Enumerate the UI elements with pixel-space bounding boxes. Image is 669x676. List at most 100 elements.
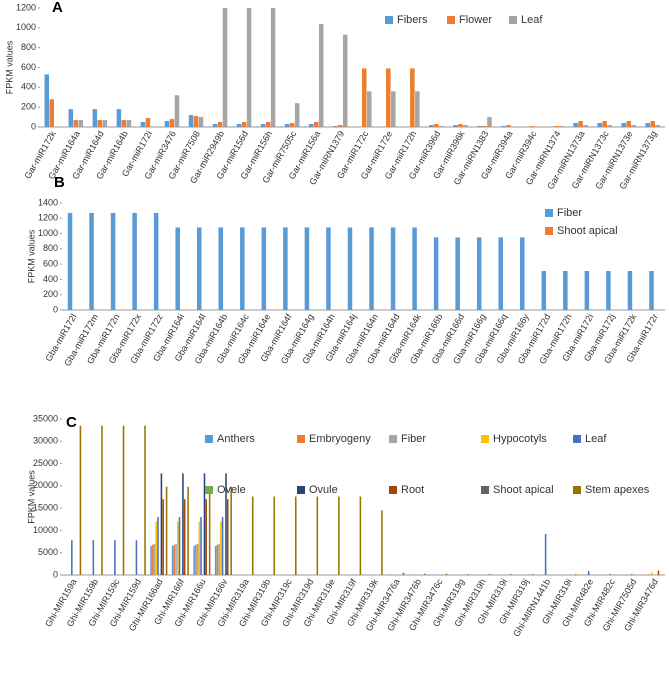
bar: [152, 545, 154, 575]
bar: [621, 123, 626, 127]
bar: [606, 271, 611, 310]
y-tick-label: 25000: [33, 458, 58, 468]
bar: [545, 534, 547, 575]
bar: [141, 122, 146, 127]
bar: [93, 540, 95, 575]
bar: [218, 122, 223, 127]
bar: [261, 124, 266, 127]
legend-label: Anthers: [217, 433, 255, 445]
bar: [157, 517, 159, 575]
bar: [434, 574, 436, 575]
y-tick-label: 1000: [38, 228, 58, 238]
bar: [403, 573, 405, 575]
legend-label: Fiber: [557, 207, 582, 219]
bar: [285, 124, 290, 127]
bar: [74, 120, 79, 127]
bars: [71, 426, 659, 575]
bar: [305, 227, 310, 310]
bar: [199, 522, 201, 575]
bar: [597, 123, 602, 127]
bar: [197, 227, 202, 310]
bar: [348, 227, 353, 310]
y-axis-label: FPKM values: [26, 229, 36, 283]
legend-label: Flower: [459, 14, 492, 26]
y-tick-label: 35000: [33, 413, 58, 423]
bar: [412, 574, 414, 575]
bar: [197, 544, 199, 575]
bar: [424, 574, 426, 575]
bar: [439, 126, 444, 127]
bar: [174, 545, 176, 575]
bar: [162, 499, 164, 575]
bar: [237, 124, 242, 127]
legend-swatch: [389, 435, 397, 443]
bar: [117, 109, 122, 127]
legend-swatch: [297, 486, 305, 494]
y-tick-label: 1200: [16, 2, 36, 12]
bar: [200, 517, 202, 575]
bar: [144, 426, 146, 575]
bar: [79, 120, 84, 127]
legend-swatch: [447, 16, 455, 24]
bar: [559, 126, 564, 127]
bar: [498, 237, 503, 310]
legend-label: Fiber: [401, 433, 426, 445]
legend-swatch: [297, 435, 305, 443]
bar: [645, 123, 650, 127]
bar: [93, 109, 98, 127]
legend-swatch: [545, 227, 553, 235]
y-tick-label: 0: [31, 121, 36, 131]
bar: [50, 99, 55, 127]
bar: [155, 522, 157, 575]
bar: [80, 426, 82, 575]
bar: [391, 227, 396, 310]
y-tick-label: 15000: [33, 503, 58, 513]
legend-label: Ovele: [217, 484, 246, 496]
legend-swatch: [573, 486, 581, 494]
bar: [626, 121, 631, 127]
y-tick-label: 400: [21, 82, 36, 92]
bar: [482, 126, 487, 127]
legend-swatch: [573, 435, 581, 443]
bar: [415, 91, 420, 127]
bar: [266, 122, 271, 127]
legend-label: Shoot apical: [557, 225, 618, 237]
bar: [391, 91, 396, 127]
bar: [283, 227, 288, 310]
bar: [45, 74, 50, 127]
bar: [217, 545, 219, 575]
bar: [219, 227, 224, 310]
bar: [309, 124, 314, 127]
bar: [532, 574, 534, 575]
bar: [150, 546, 152, 575]
bar: [218, 544, 220, 575]
bar: [391, 574, 393, 575]
y-tick-label: 800: [21, 42, 36, 52]
legend-swatch: [509, 16, 517, 24]
bar: [193, 546, 195, 575]
bar: [434, 237, 439, 310]
bar: [386, 68, 391, 127]
bar: [136, 540, 138, 575]
bar: [240, 227, 245, 310]
bar: [271, 0, 276, 127]
bar: [127, 120, 132, 127]
y-tick-label: 200: [43, 289, 58, 299]
bar: [111, 213, 116, 310]
bar: [487, 117, 492, 127]
legend-swatch: [385, 16, 393, 24]
bar: [195, 545, 197, 575]
legend-label: Embryogeny: [309, 433, 371, 445]
bar: [501, 126, 506, 127]
bar: [467, 574, 469, 575]
bar: [187, 487, 189, 575]
bar: [583, 125, 588, 127]
bar: [369, 227, 374, 310]
bar: [175, 227, 180, 310]
bar: [607, 125, 612, 127]
y-tick-label: 1200: [38, 213, 58, 223]
bar: [520, 237, 525, 310]
legend-label: Shoot apical: [493, 484, 554, 496]
legend-swatch: [481, 435, 489, 443]
